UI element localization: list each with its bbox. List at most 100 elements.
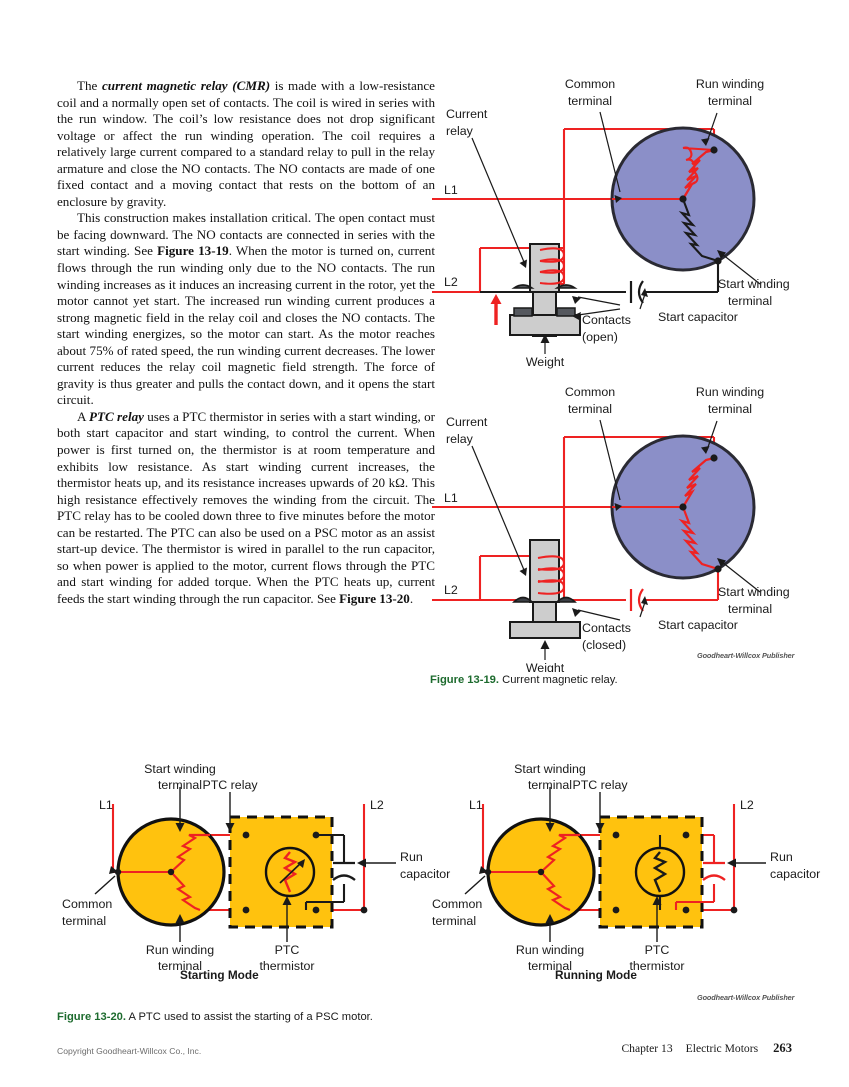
- run-capacitor-symbol: [332, 861, 356, 881]
- current-relay-assembly: [509, 539, 581, 639]
- footer-chapter-info: Chapter 13 Electric Motors 263: [621, 1041, 792, 1056]
- label-start-winding-terminal-l2: terminal: [158, 778, 202, 792]
- paragraph-1: The current magnetic relay (CMR) is made…: [57, 78, 435, 210]
- label-weight: Weight: [526, 661, 565, 672]
- relay-coil: [537, 555, 566, 595]
- paragraph-2: This construction makes installation cri…: [57, 210, 435, 409]
- l2-node: [360, 906, 368, 914]
- label-contacts-l1: Contacts: [582, 621, 631, 635]
- run-winding-zigzag: [682, 148, 715, 200]
- label-common-terminal-l1: Common: [62, 897, 112, 911]
- label-start-winding-terminal-l2: terminal: [728, 602, 772, 616]
- leader-arrowheads: [109, 823, 366, 923]
- diagram-labels: Common terminal Run winding terminal Cur…: [444, 77, 790, 369]
- start-winding-zigzag: [678, 198, 719, 263]
- label-start-capacitor: Start capacitor: [658, 618, 738, 632]
- leader-lines: [94, 787, 396, 942]
- label-current-relay-l2: relay: [446, 432, 474, 446]
- leader-arrowheads: [519, 446, 726, 649]
- label-start-winding-terminal-l1: Start winding: [718, 585, 790, 599]
- figure-13-20-credit: Goodheart-Willcox Publisher: [697, 993, 795, 1002]
- footer-chapter-number: Chapter 13: [621, 1042, 673, 1055]
- figure-ref-13-20: Figure 13-20: [339, 590, 410, 606]
- label-run-winding-terminal-l2: terminal: [528, 959, 572, 973]
- leader-arrowheads: [519, 138, 726, 343]
- relay-node-bl: [242, 906, 250, 914]
- label-run-capacitor-l2: capacitor: [400, 867, 450, 881]
- relay-node-tl: [242, 831, 250, 839]
- label-run-capacitor-l1: Run: [400, 850, 423, 864]
- wiring-black-capacitor-loop: [304, 833, 346, 910]
- label-l2: L2: [444, 275, 458, 289]
- label-run-winding-terminal-l2: terminal: [708, 94, 752, 108]
- para2-b: . When the motor is turned on, current f…: [57, 243, 435, 408]
- run-winding-terminal-node: [710, 454, 718, 462]
- relay-node-br: [312, 906, 320, 914]
- label-l1: L1: [444, 183, 458, 197]
- start-capacitor-symbol: [629, 588, 644, 612]
- thermistor-resistor-zigzag: [652, 851, 668, 893]
- leader-arrowheads: [479, 823, 736, 923]
- label-start-capacitor: Start capacitor: [658, 310, 738, 324]
- label-ptc-thermistor-l1: PTC: [645, 943, 670, 957]
- run-winding-zigzag: [540, 871, 571, 912]
- center-node: [679, 195, 687, 203]
- para3-mid: uses a PTC thermistor in series with a s…: [57, 408, 435, 606]
- para1-rest: is made with a low-resistance coil and a…: [57, 78, 435, 209]
- figure-13-20-caption-number: Figure 13-20.: [57, 1011, 127, 1023]
- label-common-terminal-l1: Common: [565, 385, 615, 399]
- run-capacitor-symbol: [702, 861, 726, 881]
- label-run-capacitor-l1: Run: [770, 850, 793, 864]
- label-l2: L2: [740, 798, 754, 812]
- label-start-winding-terminal-l1: Start winding: [718, 277, 790, 291]
- label-current-relay-l1: Current: [446, 107, 488, 121]
- label-common-terminal-l2: terminal: [432, 914, 476, 928]
- label-l1: L1: [444, 491, 458, 505]
- label-common-terminal-l2: terminal: [568, 94, 612, 108]
- leader-lines: [471, 111, 761, 354]
- label-common-terminal-l2: terminal: [568, 402, 612, 416]
- relay-node-tr: [682, 831, 690, 839]
- para2-a: This construction makes installation cri…: [57, 210, 435, 259]
- label-run-capacitor-l2: capacitor: [770, 867, 820, 881]
- figure-13-19-caption-number: Figure 13-19.: [430, 674, 500, 686]
- leader-lines: [471, 419, 761, 660]
- start-winding-zigzag: [170, 833, 210, 873]
- start-winding-terminal-node: [714, 257, 722, 265]
- label-ptc-relay: PTC relay: [572, 778, 628, 792]
- para3-end: .: [409, 590, 414, 606]
- paragraph-3: A PTC relay uses a PTC thermistor in ser…: [57, 409, 435, 608]
- moving-contact-right: [556, 307, 576, 317]
- relay-node-tl: [612, 831, 620, 839]
- cmr-closed-diagram: Common terminal Run winding terminal Cur…: [432, 385, 790, 672]
- label-start-winding-terminal-l1: Start winding: [514, 762, 586, 776]
- moving-contact-left: [513, 307, 533, 317]
- fixed-contact-left: [511, 284, 535, 289]
- footer-page-number: 263: [773, 1041, 792, 1055]
- figure-13-19-panel-open: Common terminal Run winding terminal Cur…: [430, 72, 830, 372]
- figure-13-19-caption-text: Current magnetic relay.: [502, 674, 618, 686]
- figure-13-19-caption: Figure 13-19. Current magnetic relay.: [430, 674, 618, 686]
- label-common-terminal-l2: terminal: [62, 914, 106, 928]
- l2-node: [730, 906, 738, 914]
- closed-contact-right: [555, 596, 577, 603]
- diagram-labels: Start winding terminal PTC relay L1 L2 R…: [62, 762, 450, 973]
- label-run-winding-terminal-l2: terminal: [708, 402, 752, 416]
- label-run-winding-terminal-l1: Run winding: [146, 943, 214, 957]
- center-node: [537, 868, 545, 876]
- para1-lead: The: [77, 78, 102, 93]
- label-run-winding-terminal-l1: Run winding: [696, 77, 764, 91]
- label-run-winding-terminal-l1: Run winding: [696, 385, 764, 399]
- label-start-winding-terminal-l2: terminal: [528, 778, 572, 792]
- label-ptc-thermistor-l1: PTC: [275, 943, 300, 957]
- label-common-terminal-l1: Common: [432, 897, 482, 911]
- label-run-winding-terminal-l1: Run winding: [516, 943, 584, 957]
- label-run-winding-terminal-l2: terminal: [158, 959, 202, 973]
- label-contacts-l2: (closed): [582, 638, 626, 652]
- diagram-labels: Common terminal Run winding terminal Cur…: [444, 385, 790, 672]
- relay-coil: [539, 247, 566, 285]
- center-node: [167, 868, 175, 876]
- cmr-open-diagram: Common terminal Run winding terminal Cur…: [432, 77, 790, 369]
- figure-ref-13-19: Figure 13-19: [157, 243, 229, 259]
- center-node: [679, 503, 687, 511]
